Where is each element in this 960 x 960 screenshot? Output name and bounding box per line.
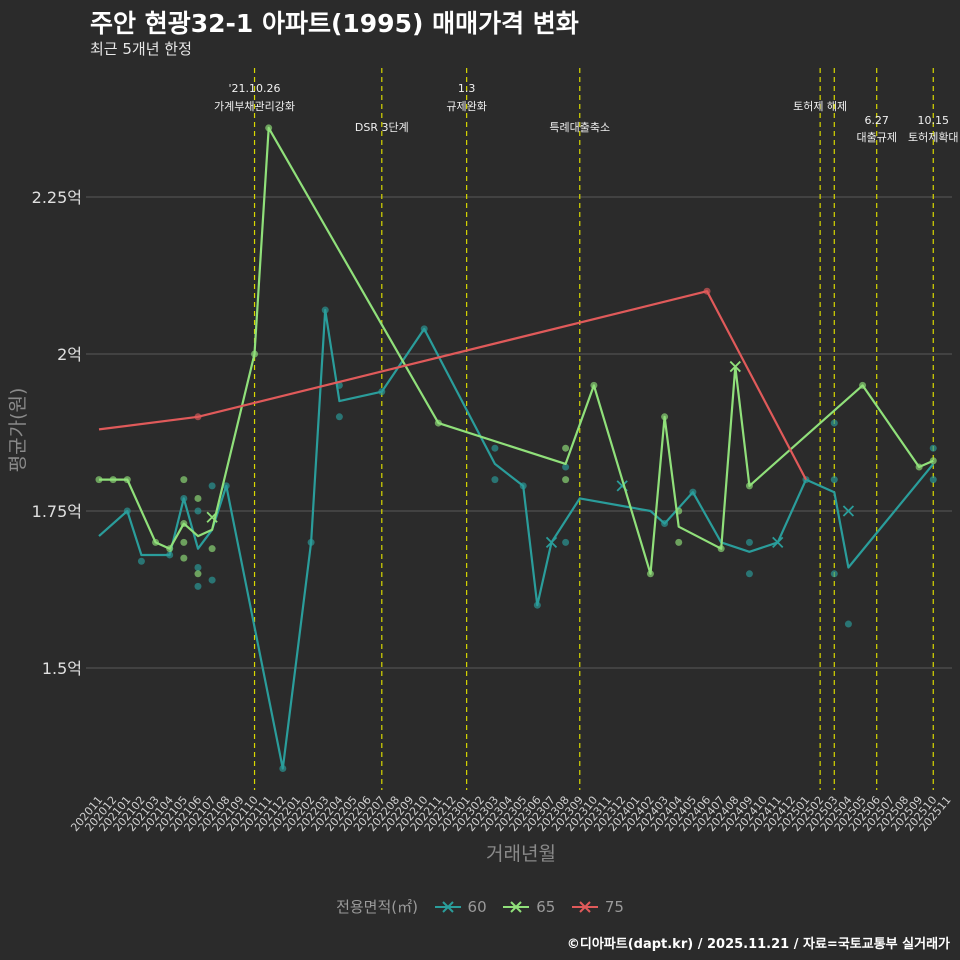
x-axis-ticks: 2020112020122021012021022021032021042021… <box>68 794 953 835</box>
data-point <box>562 476 570 484</box>
data-point <box>745 570 753 578</box>
y-axis-label: 평균가(원) <box>7 388 29 473</box>
data-point <box>830 570 838 578</box>
chart-subtitle: 최근 5개년 한정 <box>90 40 192 58</box>
data-point <box>208 482 216 490</box>
data-point <box>208 545 216 553</box>
legend-swatch-65 <box>503 901 530 913</box>
data-point <box>745 538 753 546</box>
data-point <box>180 554 188 562</box>
data-point <box>335 413 343 421</box>
event-label: 토허제확대 <box>908 131 959 144</box>
data-point <box>194 507 202 515</box>
data-point <box>180 538 188 546</box>
event-label: 가계부채관리강화 <box>214 100 295 113</box>
cross-marker <box>206 511 218 523</box>
event-date-label: 10.15 <box>918 114 950 127</box>
x-axis-label: 거래년월 <box>486 843 556 865</box>
event-label: DSR 3단계 <box>355 121 409 134</box>
data-point <box>929 476 937 484</box>
series-75 <box>98 287 807 481</box>
event-date-label: 6.27 <box>864 114 889 127</box>
cross-marker <box>545 536 558 549</box>
legend-label-65: 65 <box>536 897 556 916</box>
cross-marker <box>772 536 784 549</box>
data-point <box>194 564 202 572</box>
data-point <box>137 557 145 565</box>
data-point <box>562 538 570 546</box>
series-line <box>99 126 934 575</box>
data-point <box>562 463 570 471</box>
event-label: 대출규제 <box>856 131 896 144</box>
data-point <box>562 444 570 452</box>
legend-label-60: 60 <box>467 897 487 916</box>
data-point <box>830 476 838 484</box>
y-tick-label: 2.25억 <box>32 188 82 207</box>
cross-marker <box>729 360 741 373</box>
legend-item-75: 75 <box>570 897 624 916</box>
event-label: 규제완화 <box>446 100 486 113</box>
data-point <box>208 576 216 584</box>
data-point <box>830 419 838 427</box>
y-tick-label: 1.5억 <box>42 659 82 678</box>
cross-marker <box>842 505 855 517</box>
grid-lines <box>86 196 952 669</box>
data-point <box>491 444 499 452</box>
source-caption: ©디아파트(dapt.kr) / 2025.11.21 / 자료=국토교통부 실… <box>566 937 950 952</box>
legend-item-60: 60 <box>433 897 487 916</box>
legend-swatch-75 <box>572 901 599 913</box>
data-point <box>194 494 202 502</box>
event-label: 특례대출축소 <box>549 121 610 134</box>
event-date-label: '21.10.26 <box>229 82 281 95</box>
series-65 <box>95 124 937 578</box>
data-point <box>844 620 852 628</box>
data-point <box>491 476 499 484</box>
data-point <box>194 582 202 590</box>
data-point <box>675 538 683 546</box>
series-line <box>98 308 935 770</box>
y-axis-ticks: 1.5억 1.75억 2억 2.25억 <box>32 188 82 678</box>
data-series <box>95 124 937 772</box>
series-line <box>98 290 807 481</box>
event-label: 토허제 해제 <box>793 99 847 113</box>
legend-title: 전용면적(㎡) <box>336 898 418 916</box>
y-tick-label: 2억 <box>57 345 82 364</box>
chart-title: 주안 현광32-1 아파트(1995) 매매가격 변화 <box>90 9 579 38</box>
data-point <box>929 444 937 452</box>
y-tick-label: 1.75억 <box>32 502 82 521</box>
legend-label-75: 75 <box>604 897 624 916</box>
series-60 <box>98 306 937 772</box>
event-date-label: 1.3 <box>458 82 476 95</box>
legend-item-65: 65 <box>501 897 555 916</box>
data-point <box>180 476 188 484</box>
legend: 전용면적(㎡) 60 65 75 <box>0 896 960 917</box>
data-point <box>194 570 202 578</box>
legend-swatch-60 <box>434 901 461 913</box>
